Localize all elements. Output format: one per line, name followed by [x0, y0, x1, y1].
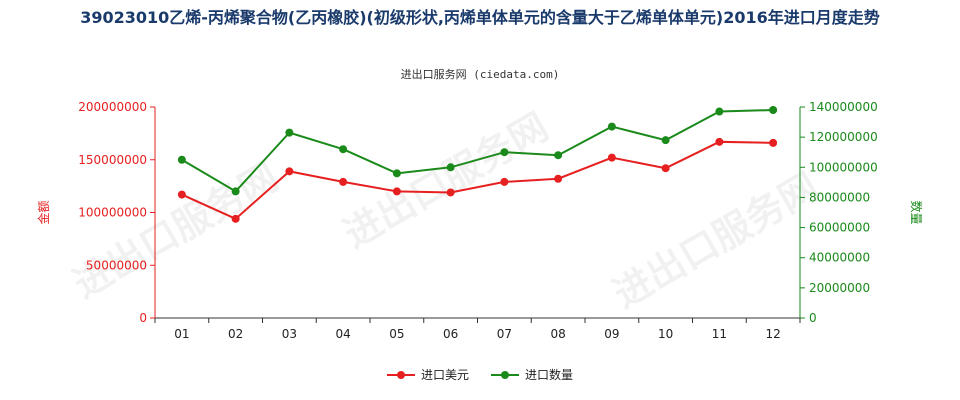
x-tick-label: 01 [174, 327, 189, 341]
right-tick-label: 100000000 [809, 160, 878, 174]
x-tick-label: 10 [658, 327, 673, 341]
legend-item-quantity[interactable]: 进口数量 [491, 366, 573, 383]
chart-title: 39023010乙烯-丙烯聚合物(乙丙橡胶)(初级形状,丙烯单体单元的含量大于乙… [80, 8, 880, 27]
data-point-quantity [285, 128, 294, 137]
x-tick-label: 09 [604, 327, 619, 341]
data-point-quantity [500, 148, 509, 157]
data-point-quantity [446, 163, 455, 172]
legend-swatch-quantity [491, 370, 519, 380]
right-tick-label: 20000000 [809, 281, 870, 295]
data-point-amount [661, 164, 670, 173]
right-tick-label: 0 [809, 311, 817, 325]
series-line-amount [181, 140, 774, 221]
legend: 进口美元 进口数量 [0, 366, 960, 383]
data-point-amount [285, 167, 294, 176]
data-point-amount [500, 177, 509, 186]
right-axis-title: 数量 [909, 200, 924, 224]
data-point-quantity [231, 187, 240, 196]
right-tick-label: 120000000 [809, 130, 878, 144]
legend-item-amount[interactable]: 进口美元 [386, 366, 469, 383]
source-label: 进出口服务网 (ciedata.com) [400, 68, 560, 81]
data-point-amount [231, 214, 240, 223]
data-point-quantity [769, 106, 778, 115]
left-tick-label: 150000000 [78, 153, 147, 167]
x-tick-label: 11 [712, 327, 727, 341]
x-tick-label: 02 [228, 327, 243, 341]
left-tick-label: 50000000 [86, 258, 147, 272]
data-point-quantity [339, 145, 348, 154]
data-point-amount [715, 137, 724, 146]
left-tick-label: 100000000 [78, 206, 147, 220]
legend-label-amount: 进口美元 [420, 368, 469, 382]
left-axis-title: 金额 [36, 200, 51, 224]
data-point-quantity [715, 107, 724, 116]
right-tick-label: 140000000 [809, 100, 878, 114]
data-point-amount [177, 190, 186, 199]
right-tick-label: 60000000 [809, 221, 870, 235]
x-tick-label: 06 [443, 327, 458, 341]
data-point-amount [554, 174, 563, 183]
left-tick-label: 0 [139, 311, 147, 325]
right-tick-label: 80000000 [809, 190, 870, 204]
right-tick-label: 40000000 [809, 251, 870, 265]
x-tick-label: 08 [550, 327, 565, 341]
legend-label-quantity: 进口数量 [525, 368, 574, 382]
data-point-amount [607, 153, 616, 162]
x-tick-label: 03 [282, 327, 297, 341]
data-point-amount [339, 177, 348, 186]
data-point-amount [446, 188, 455, 197]
series-line-quantity [181, 109, 774, 193]
data-point-quantity [554, 151, 563, 160]
data-point-quantity [661, 136, 670, 145]
data-point-quantity [607, 122, 616, 131]
x-tick-label: 05 [389, 327, 404, 341]
x-tick-label: 12 [765, 327, 780, 341]
data-point-quantity [392, 169, 401, 178]
legend-swatch-amount [386, 370, 415, 380]
data-point-amount [392, 187, 401, 196]
x-tick-label: 04 [335, 327, 350, 341]
x-tick-label: 07 [497, 327, 512, 341]
left-tick-label: 200000000 [78, 100, 147, 114]
data-point-amount [769, 138, 778, 147]
data-point-quantity [177, 155, 186, 164]
